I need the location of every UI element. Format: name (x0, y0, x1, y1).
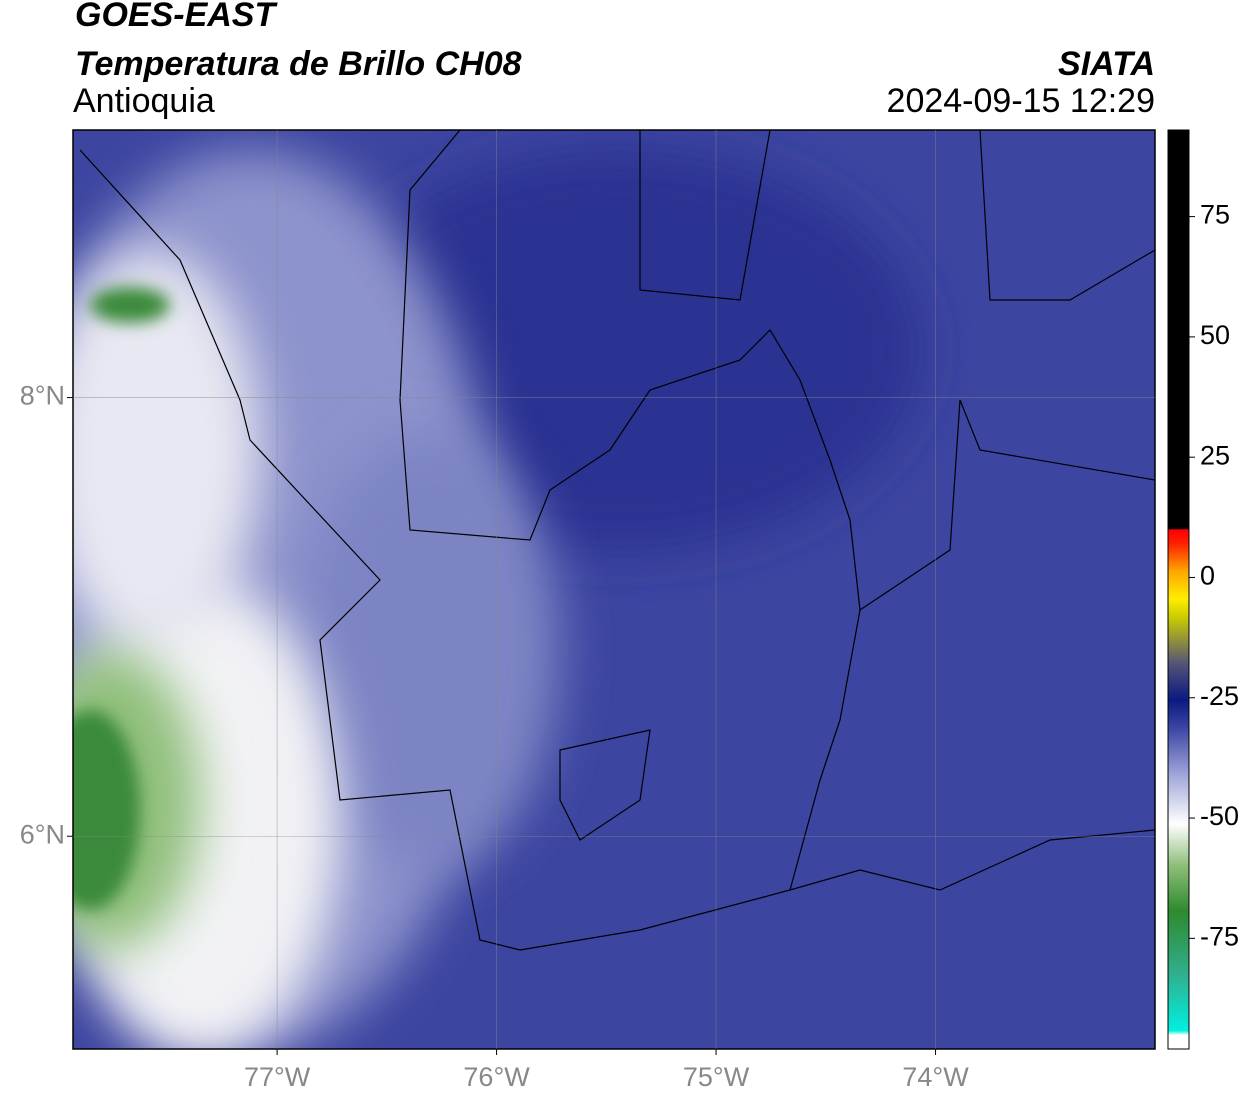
datetime: 2024-09-15 12:29 (887, 82, 1155, 120)
colorbar (1167, 129, 1190, 1050)
lon-tick-label: 76°W (463, 1062, 530, 1092)
colorbar-tick-label: -50 (1200, 801, 1239, 831)
colorbar-tick-label: -75 (1200, 921, 1239, 951)
lon-tick-label: 77°W (244, 1062, 311, 1092)
colorbar-tick-label: 0 (1200, 561, 1215, 591)
title: GOES-EAST (75, 0, 278, 34)
colorbar-tick-label: 75 (1200, 200, 1230, 230)
lon-tick-label: 75°W (683, 1062, 750, 1092)
lat-tick-label: 8°N (20, 381, 65, 411)
lat-tick-label: 6°N (20, 819, 65, 849)
colorbar-tick-label: -25 (1200, 681, 1239, 711)
map-field (73, 130, 1155, 1049)
colorbar-tick-label: 50 (1200, 320, 1230, 350)
map-frame (72, 129, 1156, 1050)
region: Antioquia (73, 82, 215, 120)
colorbar-tick-label: 25 (1200, 440, 1230, 470)
subtitle: Temperatura de Brillo CH08 (75, 45, 522, 83)
source: SIATA (1058, 45, 1155, 83)
lon-tick-label: 74°W (902, 1062, 969, 1092)
